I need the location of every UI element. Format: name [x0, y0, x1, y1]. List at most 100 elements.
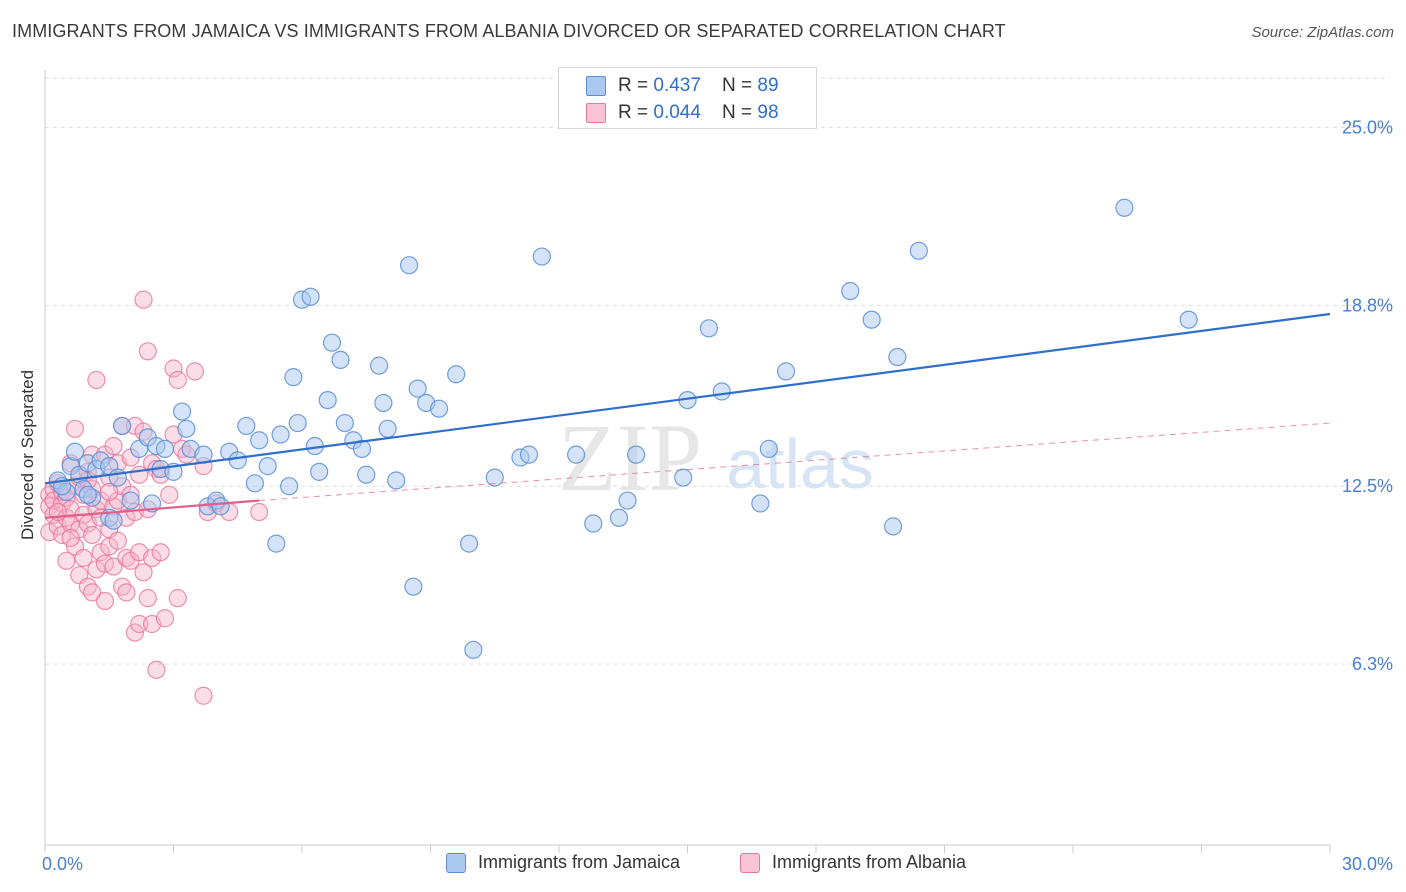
jamaica-point: [1179, 310, 1198, 329]
bottom-legend: Immigrants from Jamaica Immigrants from …: [0, 852, 1406, 878]
jamaica-point: [177, 419, 196, 438]
jamaica-point: [532, 247, 551, 266]
albania-point: [155, 609, 175, 628]
jamaica-point: [280, 477, 299, 496]
jamaica-point: [519, 445, 539, 464]
series-jamaica-points: [48, 198, 1198, 659]
jamaica-point: [301, 287, 320, 306]
albania-point: [83, 525, 102, 545]
jamaica-point: [142, 494, 162, 513]
albania-point: [168, 589, 187, 608]
trend-lines: [44, 312, 1331, 519]
jamaica-point: [108, 468, 127, 487]
jamaica-point: [776, 362, 796, 381]
legend-label-albania: Immigrants from Albania: [772, 852, 967, 872]
albania-point: [151, 543, 170, 562]
albania-point: [74, 548, 93, 568]
albania-point: [194, 686, 213, 705]
jamaica-point: [459, 534, 479, 553]
jamaica-point: [310, 462, 329, 481]
jamaica-point: [78, 485, 97, 504]
jamaica-point: [751, 494, 770, 513]
jamaica-point: [447, 365, 466, 384]
jamaica-swatch: [586, 76, 606, 96]
jamaica-point: [674, 468, 693, 487]
albania-point: [250, 502, 269, 522]
jamaica-point: [1115, 198, 1134, 217]
jamaica-point: [387, 471, 406, 490]
albania-point: [61, 528, 80, 547]
jamaica-point: [352, 439, 372, 458]
albania-point: [134, 563, 153, 582]
jamaica-point: [485, 468, 504, 487]
albania-point: [104, 557, 123, 576]
jamaica-point: [104, 511, 123, 530]
chart-title: IMMIGRANTS FROM JAMAICA VS IMMIGRANTS FR…: [12, 21, 1006, 41]
jamaica-point: [121, 491, 140, 510]
albania-point: [168, 370, 187, 390]
source-credit: Source: ZipAtlas.com: [1251, 24, 1394, 41]
jamaica-point: [250, 431, 269, 450]
albania-swatch: [586, 103, 606, 123]
albania-point: [160, 485, 179, 504]
r-label: R =: [618, 75, 654, 96]
jamaica-point: [271, 425, 290, 444]
albania-point: [83, 583, 102, 602]
albania-point: [125, 623, 145, 642]
jamaica-point: [211, 497, 230, 516]
y-tick-label: 18.8%: [1342, 295, 1393, 315]
albania-legend-swatch: [740, 852, 760, 873]
albania-point: [138, 342, 157, 361]
r-value-jamaica: 0.437: [653, 75, 701, 96]
jamaica-legend-swatch: [446, 852, 466, 873]
x-tick-label: 30.0%: [1342, 854, 1393, 874]
albania-point: [134, 290, 153, 309]
r-label: R =: [618, 102, 654, 123]
y-tick-label: 6.3%: [1352, 654, 1393, 674]
albania-point: [147, 660, 166, 680]
albania-point: [108, 531, 127, 550]
jamaica-point: [399, 256, 419, 275]
jamaica-point: [618, 491, 637, 510]
albania-trend-line: [44, 499, 260, 519]
legend-label-jamaica: Immigrants from Jamaica: [478, 852, 681, 872]
n-label: N =: [722, 102, 758, 123]
jamaica-point: [331, 350, 350, 370]
jamaica-point: [404, 577, 423, 596]
jamaica-point: [155, 439, 175, 458]
jamaica-point: [318, 390, 337, 410]
y-axis-label: Divorced or Separated: [18, 369, 37, 541]
legend-item-albania[interactable]: Immigrants from Albania: [740, 852, 966, 873]
y-tick-label: 25.0%: [1342, 117, 1393, 137]
x-tick-label: 0.0%: [42, 854, 83, 874]
jamaica-point: [408, 379, 427, 398]
stats-legend-box: R = 0.437 N = 89 R = 0.044 N = 98: [558, 67, 817, 129]
albania-point: [185, 362, 205, 381]
jamaica-point: [267, 534, 286, 553]
axes: [44, 70, 1331, 853]
albania-point: [65, 419, 85, 438]
jamaica-point: [370, 356, 389, 375]
jamaica-trend-line: [44, 312, 1331, 485]
jamaica-point: [609, 508, 629, 527]
jamaica-point: [322, 333, 342, 352]
r-value-albania: 0.044: [653, 102, 701, 123]
albania-point: [164, 359, 183, 378]
jamaica-point: [378, 419, 397, 438]
n-value-albania: 98: [757, 102, 779, 123]
albania-point: [138, 589, 157, 608]
legend-item-jamaica[interactable]: Immigrants from Jamaica: [446, 852, 680, 873]
jamaica-point: [357, 465, 376, 484]
jamaica-point: [567, 445, 586, 464]
y-tick-label: 12.5%: [1342, 476, 1393, 496]
jamaica-point: [429, 399, 449, 418]
albania-point: [130, 614, 149, 634]
jamaica-point: [112, 416, 132, 436]
jamaica-point: [909, 241, 928, 260]
jamaica-point: [284, 368, 303, 387]
jamaica-point: [237, 416, 256, 436]
jamaica-point: [841, 281, 860, 301]
jamaica-point: [759, 439, 778, 458]
albania-point: [87, 370, 106, 390]
